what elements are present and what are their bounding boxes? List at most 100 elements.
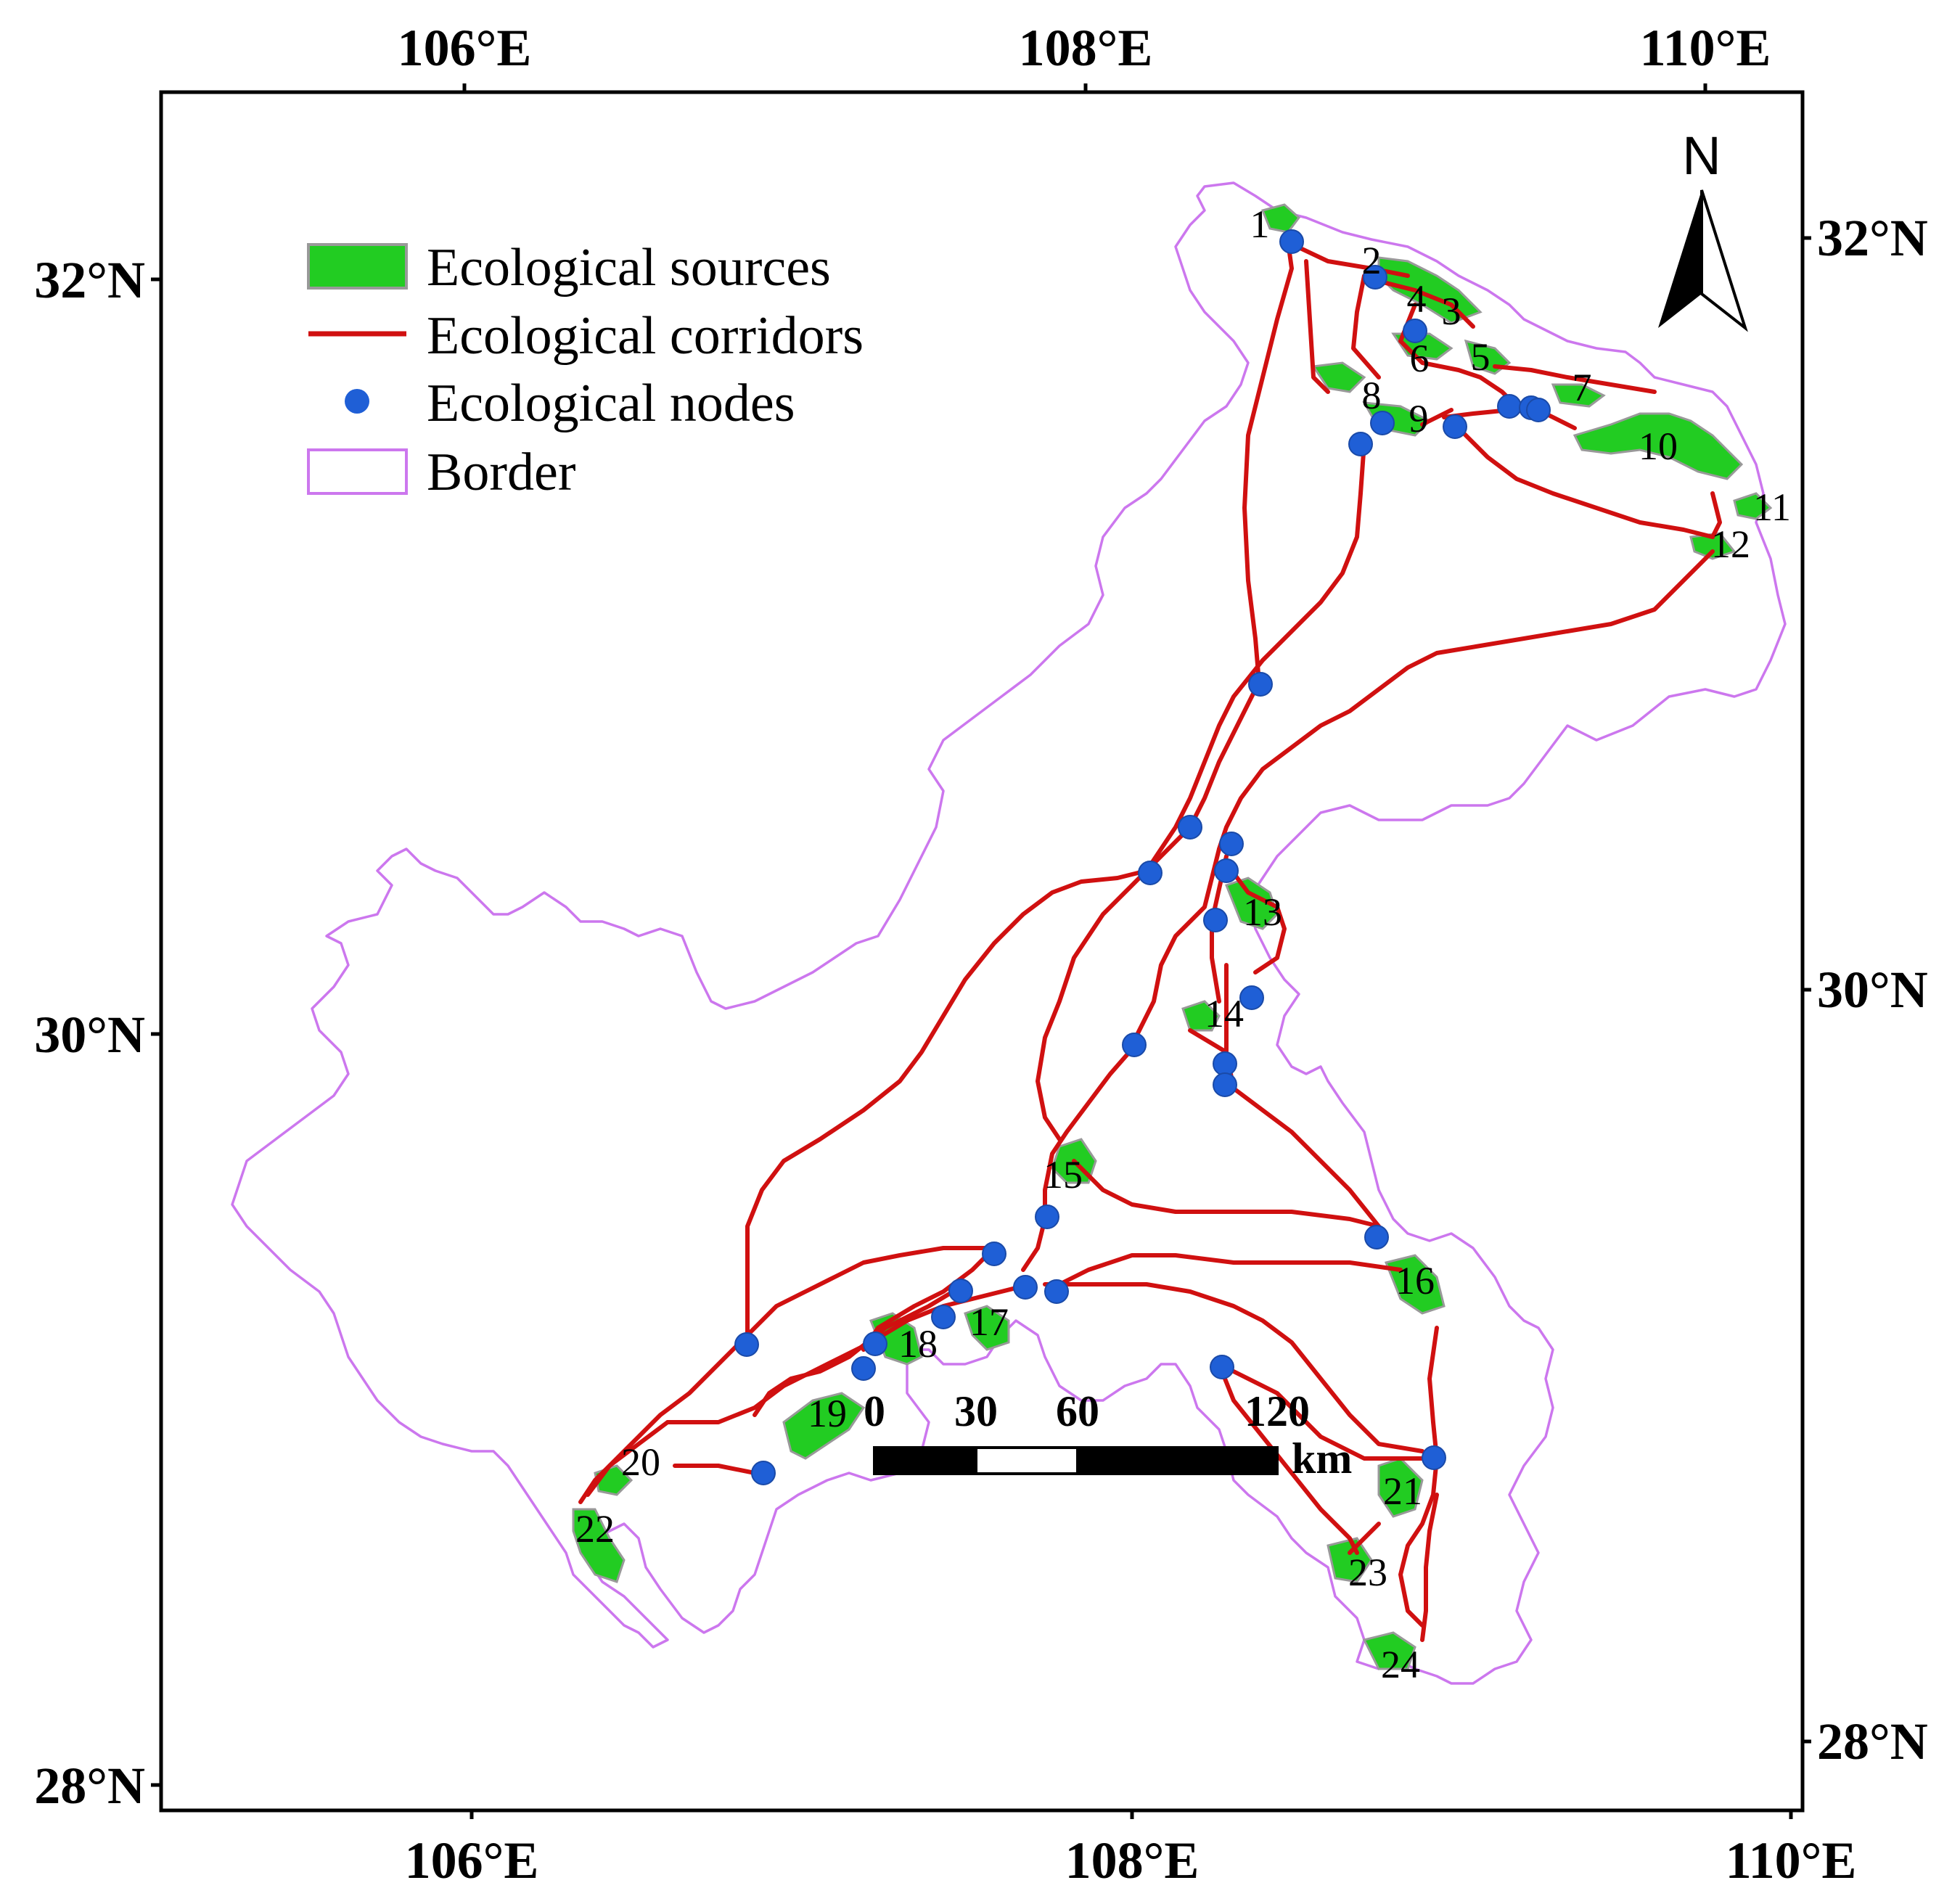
ecological-nodes [734, 229, 1551, 1485]
source-label-16: 16 [1395, 1259, 1435, 1302]
left-tick-28: 28°N [34, 1757, 145, 1815]
node [1044, 1279, 1069, 1304]
node [1364, 1225, 1389, 1250]
source-label-9: 9 [1409, 397, 1429, 440]
node [1210, 1355, 1234, 1379]
corridor [586, 1420, 670, 1497]
legend-swatch-sources [307, 243, 408, 290]
source-label-1: 1 [1250, 202, 1270, 246]
source-label-22: 22 [575, 1507, 615, 1551]
source-label-15: 15 [1043, 1153, 1083, 1197]
source-label-13: 13 [1243, 890, 1282, 934]
corridor [673, 1464, 757, 1475]
source-patch-10 [1572, 412, 1744, 480]
corridor [1210, 854, 1229, 1004]
north-arrow-icon [1658, 190, 1702, 328]
scale-label-0: 0 [864, 1387, 885, 1435]
corridor [745, 869, 1149, 1345]
scale-label-30: 30 [954, 1387, 998, 1435]
node [1213, 1051, 1237, 1076]
node [1370, 411, 1395, 435]
corridor [1348, 1522, 1381, 1555]
node [1122, 1033, 1147, 1057]
corridor [1072, 1159, 1381, 1228]
bottom-tick-108: 108°E [1065, 1831, 1200, 1889]
node [1279, 229, 1304, 254]
source-label-12: 12 [1711, 522, 1750, 566]
source-patch-22 [572, 1508, 626, 1583]
right-tick-30: 30°N [1817, 961, 1928, 1019]
source-patch-8 [1311, 361, 1366, 393]
legend-label-nodes: Ecological nodes [427, 374, 795, 433]
legend-label-sources: Ecological sources [427, 238, 831, 298]
node [931, 1305, 956, 1329]
legend-swatch-nodes [345, 389, 369, 414]
legend-swatch-border [307, 448, 408, 495]
corridor [1493, 364, 1657, 394]
node [1013, 1275, 1038, 1300]
source-patch-11 [1733, 492, 1773, 520]
scale-seg-2 [975, 1446, 1079, 1475]
node [1219, 832, 1244, 856]
north-arrow: N [1658, 126, 1748, 332]
north-arrow-icon-half [1700, 189, 1748, 332]
corridor [1286, 240, 1410, 278]
node [1363, 265, 1387, 290]
node [1497, 394, 1522, 419]
corridor [1144, 440, 1366, 873]
node [1403, 319, 1427, 343]
node [1248, 672, 1273, 697]
top-tick-110: 110°E [1640, 19, 1771, 77]
source-patch-17 [964, 1305, 1010, 1351]
corridor [1217, 1362, 1359, 1555]
scale-bar: 0 30 60 120 km [864, 1387, 1352, 1482]
node [1138, 861, 1163, 885]
legend-label-corridors: Ecological corridors [427, 306, 864, 366]
node [1443, 414, 1467, 439]
source-label-14: 14 [1205, 992, 1244, 1035]
source-labels: 1 2 3 4 5 6 7 8 9 10 11 12 13 14 15 16 1… [575, 202, 1791, 1686]
right-tick-32: 32°N [1817, 209, 1928, 267]
source-patch-13 [1225, 877, 1279, 930]
left-tick-30: 30°N [34, 1006, 145, 1064]
node [1422, 1445, 1446, 1470]
source-label-23: 23 [1348, 1551, 1387, 1594]
source-label-5: 5 [1471, 335, 1490, 379]
node [751, 1461, 776, 1485]
node [734, 1332, 759, 1357]
node [1203, 908, 1228, 932]
corridor [1217, 549, 1715, 851]
right-tick-28: 28°N [1817, 1712, 1928, 1770]
scale-unit: km [1292, 1435, 1352, 1482]
corridor [753, 1282, 967, 1417]
node [1239, 985, 1264, 1010]
ecological-corridors [578, 240, 1722, 1642]
source-label-19: 19 [808, 1392, 847, 1435]
source-label-8: 8 [1362, 374, 1382, 417]
node [863, 1331, 887, 1356]
source-patch-2 [1377, 256, 1483, 324]
top-tick-106: 106°E [398, 19, 532, 77]
legend: Ecological sources Ecological corridors … [307, 238, 864, 502]
top-tick-108: 108°E [1019, 19, 1153, 77]
corridor [745, 1246, 996, 1337]
corridor [1420, 1493, 1439, 1642]
source-label-17: 17 [969, 1300, 1009, 1344]
scale-label-120: 120 [1245, 1387, 1310, 1435]
source-label-18: 18 [898, 1322, 938, 1366]
node [1214, 858, 1239, 883]
corridor [1130, 847, 1221, 1047]
source-patch-1 [1260, 203, 1301, 234]
corridor [1043, 1282, 1424, 1453]
corridor [861, 1246, 996, 1352]
bottom-tick-106: 106°E [405, 1831, 539, 1889]
left-tick-32: 32°N [34, 251, 145, 309]
scale-label-60: 60 [1056, 1387, 1099, 1435]
node [1526, 398, 1551, 422]
source-label-3: 3 [1442, 290, 1461, 333]
source-label-11: 11 [1753, 485, 1791, 529]
source-patch-19 [782, 1392, 866, 1460]
node [948, 1279, 973, 1303]
source-label-10: 10 [1639, 424, 1678, 468]
source-label-7: 7 [1572, 366, 1592, 409]
